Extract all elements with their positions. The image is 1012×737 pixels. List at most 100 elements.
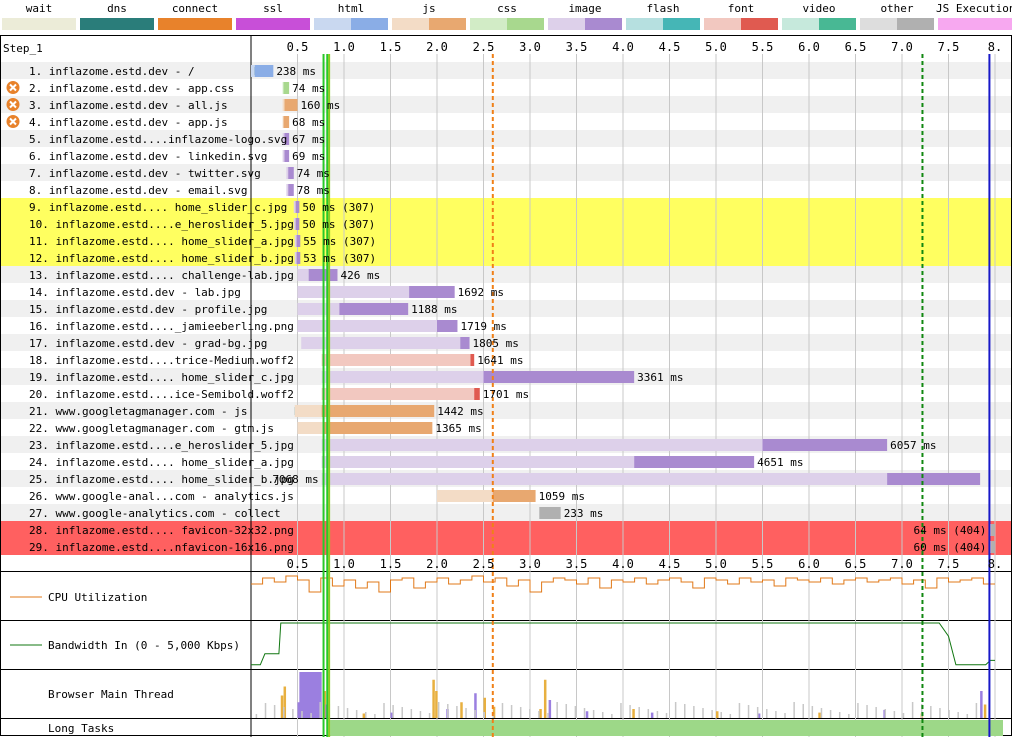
legend-label: js: [422, 2, 436, 15]
request-duration-label: 4651 ms: [757, 456, 803, 469]
main-thread-activity: [374, 714, 376, 718]
request-wait-bar: [321, 439, 763, 451]
main-thread-activity: [310, 713, 312, 718]
request-label: 20. inflazome.estd....ice-Semibold.woff2: [29, 388, 294, 401]
legend-label: font: [727, 2, 755, 15]
main-thread-layout-block: [299, 672, 322, 718]
main-thread-spike: [818, 712, 821, 718]
request-download-bar: [284, 150, 290, 162]
request-wait-bar: [282, 116, 284, 128]
request-download-bar: [283, 82, 290, 94]
request-duration-label: 74 ms: [292, 82, 325, 95]
main-thread-spike: [432, 679, 435, 718]
request-label: 5. inflazome.estd....inflazome-logo.svg: [29, 133, 287, 146]
axis-tick-label: 7.0: [891, 40, 913, 54]
axis-tick-label-bottom: 3.0: [519, 557, 541, 571]
legend-label: wait: [25, 2, 53, 15]
main-thread-activity: [866, 705, 868, 718]
request-download-bar: [634, 456, 755, 468]
row-background: [1, 385, 1011, 402]
main-thread-activity: [255, 714, 258, 718]
main-thread-activity: [848, 714, 850, 718]
request-wait-bar: [293, 201, 296, 213]
request-download-bar: [887, 473, 981, 485]
main-thread-activity: [939, 708, 941, 718]
axis-tick-label: 8.: [988, 40, 1002, 54]
legend-swatch: [158, 18, 232, 30]
request-wait-bar: [321, 456, 635, 468]
request-download-bar: [254, 65, 274, 77]
request-wait-bar: [293, 218, 296, 230]
axis-tick-label-bottom: 1.0: [333, 557, 355, 571]
request-duration-label: 78 ms: [297, 184, 330, 197]
request-download-bar: [339, 303, 409, 315]
request-download-bar: [437, 320, 458, 332]
axis-tick-label: 5.0: [705, 40, 727, 54]
main-thread-spike: [492, 706, 496, 718]
legend-label: image: [568, 2, 602, 15]
main-thread-activity: [911, 702, 914, 718]
main-thread-activity: [793, 702, 795, 718]
legend-swatch: [2, 18, 76, 30]
step-label: Step_1: [3, 42, 43, 55]
request-wait-bar: [321, 354, 471, 366]
request-duration-label: 67 ms: [292, 133, 325, 146]
main-thread-spike: [460, 702, 463, 718]
main-thread-activity: [775, 711, 777, 718]
main-thread-activity: [629, 705, 631, 718]
row-background: [1, 351, 1011, 368]
main-thread-activity: [738, 703, 741, 718]
main-thread-spike: [435, 691, 438, 718]
request-duration-label: 1365 ms: [435, 422, 481, 435]
request-download-bar: [460, 337, 470, 349]
request-label: 11. inflazome.estd.... home_slider_a.jpg: [29, 235, 294, 248]
main-thread-activity: [519, 707, 522, 718]
row-background: [1, 164, 1011, 181]
main-thread-activity: [592, 710, 595, 718]
request-wait-bar: [282, 82, 284, 94]
request-duration-label: 1719 ms: [460, 320, 506, 333]
row-background: [1, 113, 1011, 130]
main-thread-activity: [556, 702, 558, 718]
cpu-label: CPU Utilization: [48, 591, 147, 604]
cpu-utilization-line: [251, 575, 995, 593]
request-wait-bar: [321, 388, 475, 400]
request-download-bar: [483, 371, 635, 383]
request-wait-bar: [282, 150, 285, 162]
main-thread-activity: [893, 711, 896, 718]
main-thread-activity: [729, 714, 732, 718]
main-thread-activity: [802, 704, 804, 718]
legend-label: dns: [107, 2, 127, 15]
request-download-bar: [474, 388, 480, 400]
request-download-bar: [295, 201, 300, 213]
main-thread-activity: [447, 704, 449, 718]
main-thread-activity: [756, 707, 759, 718]
request-download-bar: [539, 507, 561, 519]
axis-tick-label-bottom: 8.: [988, 557, 1002, 571]
request-duration-label: 426 ms: [340, 269, 380, 282]
row-background: [1, 402, 1011, 419]
main-thread-label: Browser Main Thread: [48, 688, 174, 701]
main-thread-activity: [966, 714, 969, 718]
legend-item-js: js: [390, 0, 468, 32]
main-thread-activity: [510, 705, 513, 718]
request-duration-label: 233 ms: [564, 507, 604, 520]
axis-tick-label: 0.5: [287, 40, 309, 54]
axis-tick-label-bottom: 2.0: [426, 557, 448, 571]
main-thread-spike: [650, 712, 654, 718]
main-thread-activity: [319, 702, 321, 718]
main-thread-activity: [975, 703, 978, 718]
request-duration-label: 69 ms: [292, 150, 325, 163]
legend-label: html: [337, 2, 365, 15]
legend-swatch: [782, 18, 856, 30]
axis-tick-label-bottom: 4.0: [612, 557, 634, 571]
request-label: 14. inflazome.estd.dev - lab.jpg: [29, 286, 241, 299]
request-label: 3. inflazome.estd.dev - all.js: [29, 99, 228, 112]
request-duration-label: 1188 ms: [411, 303, 457, 316]
main-thread-activity: [365, 712, 367, 718]
axis-tick-label-bottom: 5.0: [705, 557, 727, 571]
request-label: 22. www.googletagmanager.com - gtm.js: [29, 422, 274, 435]
request-duration-label: 60 ms (404): [914, 541, 987, 554]
main-thread-spike: [280, 695, 284, 718]
request-duration-label: 238 ms: [276, 65, 316, 78]
